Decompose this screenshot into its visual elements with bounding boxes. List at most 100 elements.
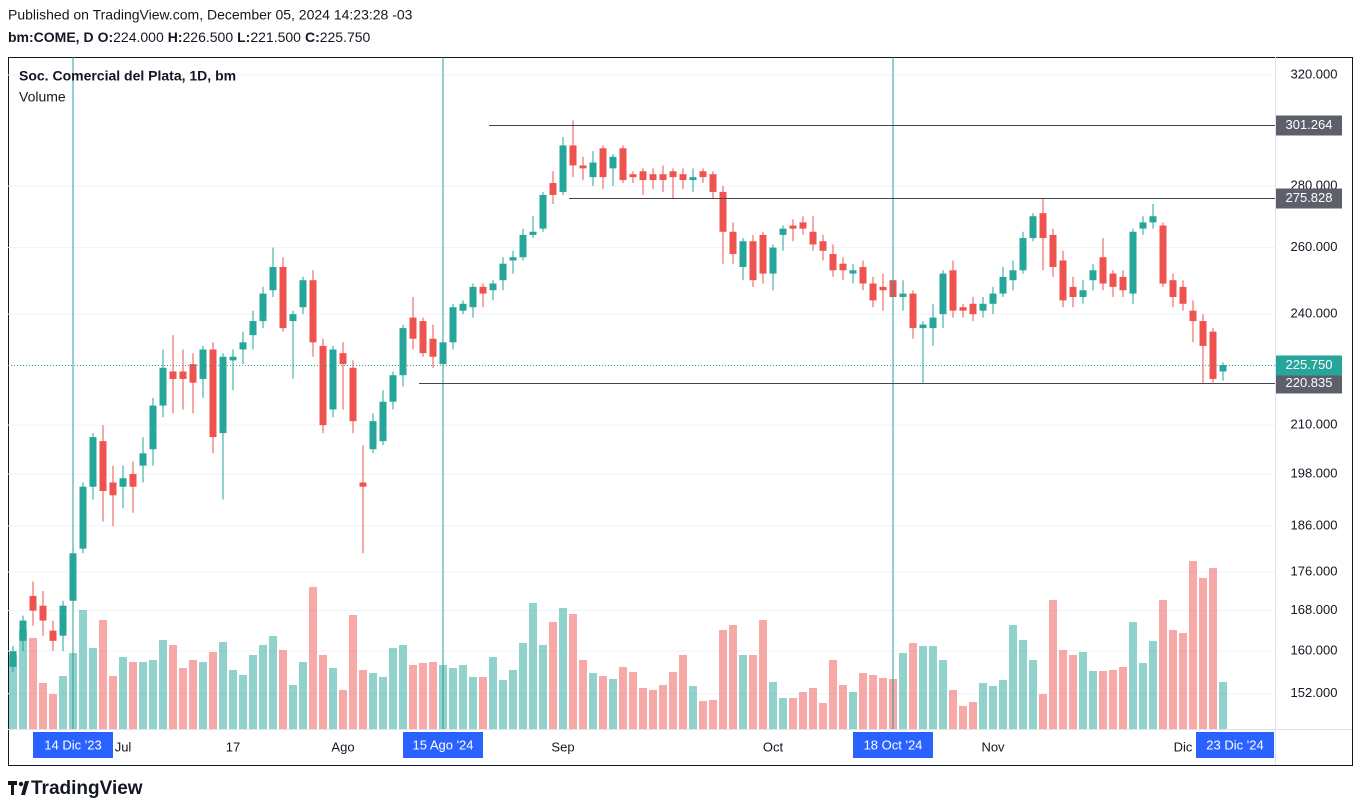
candle-body (1119, 276, 1127, 291)
candle-body (309, 280, 317, 343)
volume-bar (209, 652, 217, 729)
volume-bar (409, 665, 417, 729)
volume-bar (599, 676, 607, 729)
volume-bar (489, 657, 497, 729)
volume-bar (789, 698, 797, 729)
candle-body (1079, 290, 1087, 297)
candle-body (49, 630, 57, 641)
candle-body (1059, 260, 1067, 301)
volume-bar (999, 680, 1007, 729)
symbol: bm:COME, D (8, 29, 94, 45)
candle-body (639, 171, 647, 181)
candle-body (939, 273, 947, 315)
candle-body (599, 148, 607, 178)
volume-bar (699, 701, 707, 729)
y-tick-label: 198.000 (1291, 465, 1338, 480)
candle-body (719, 191, 727, 232)
volume-bar (619, 667, 627, 729)
volume-bar (509, 670, 517, 729)
candle-body (479, 286, 487, 294)
volume-bar (1189, 561, 1197, 729)
price-label-box (1276, 373, 1342, 394)
candle-body (299, 280, 307, 308)
candle-body (849, 270, 857, 274)
candle-body (1109, 273, 1117, 287)
candle-body (549, 183, 557, 195)
volume-bar (929, 646, 937, 729)
volume-bar (1089, 671, 1097, 729)
candle-body (79, 486, 87, 549)
volume-pane (9, 561, 1227, 729)
volume-bar (219, 642, 227, 729)
candle-body (949, 270, 957, 311)
volume-bar (949, 690, 957, 729)
candle-body (739, 241, 747, 267)
volume-bar (229, 670, 237, 729)
candle-body (539, 194, 547, 229)
volume-bar (629, 672, 637, 729)
volume-bar (859, 673, 867, 729)
candle-body (329, 349, 337, 410)
candle-body (879, 286, 887, 291)
volume-bar (1179, 633, 1187, 729)
candle-body (179, 371, 187, 379)
x-tick-label: Oct (763, 739, 784, 754)
volume-bar (969, 702, 977, 729)
candle-body (1219, 365, 1227, 372)
candle-body (1159, 225, 1167, 284)
volume-bar (349, 615, 357, 729)
volume-bar (169, 645, 177, 729)
candle-body (1199, 321, 1207, 346)
candle-body (289, 314, 297, 322)
volume-bar (1139, 663, 1147, 729)
candle-body (19, 620, 27, 641)
ohlc-key: C: (305, 29, 320, 45)
x-tick-label: Dic (1174, 739, 1193, 754)
volume-bar (119, 657, 127, 729)
volume-bar (829, 660, 837, 729)
candle-body (279, 266, 287, 329)
candle-body (669, 171, 677, 178)
candle-body (159, 367, 167, 406)
candle-body (369, 421, 377, 450)
date-marker-label: 15 Ago '24 (412, 737, 473, 752)
volume-bar (469, 677, 477, 729)
volume-bar (419, 663, 427, 729)
candle-body (399, 328, 407, 376)
candle-body (99, 441, 107, 492)
volume-bar (1209, 568, 1217, 729)
volume-bar (159, 640, 167, 729)
y-tick-label: 160.000 (1291, 643, 1338, 658)
ohlc-value: 225.750 (320, 29, 371, 45)
candle-body (619, 148, 627, 181)
volume-bar (1159, 600, 1167, 729)
volume-bar (679, 655, 687, 729)
candle-body (769, 247, 777, 274)
candle-body (779, 228, 787, 235)
published: Published on TradingView.com, December 0… (8, 7, 413, 23)
volume-bar (59, 676, 67, 729)
volume-bar (809, 688, 817, 729)
volume-bar (849, 692, 857, 729)
y-tick-label: 320.000 (1291, 66, 1338, 81)
volume-bar (799, 692, 807, 729)
volume-bar (1129, 622, 1137, 729)
volume-bar (869, 675, 877, 729)
x-tick-label: 17 (226, 739, 240, 754)
volume-bar (1019, 640, 1027, 729)
grid (8, 74, 1275, 695)
x-tick-label: Sep (551, 739, 574, 754)
volume-bar (459, 665, 467, 729)
volume-bar (339, 690, 347, 729)
volume-bar (399, 645, 407, 729)
candle-body (209, 349, 217, 438)
candle-body (749, 241, 757, 281)
last-price-label: 225.750 (1286, 357, 1333, 372)
x-tick-label: Nov (981, 739, 1005, 754)
volume-bar (149, 660, 157, 729)
volume-bar (909, 643, 917, 729)
candle-body (59, 605, 67, 636)
candle-body (799, 222, 807, 229)
date-marker-label: 18 Oct '24 (864, 737, 923, 752)
candle-body (729, 231, 737, 255)
